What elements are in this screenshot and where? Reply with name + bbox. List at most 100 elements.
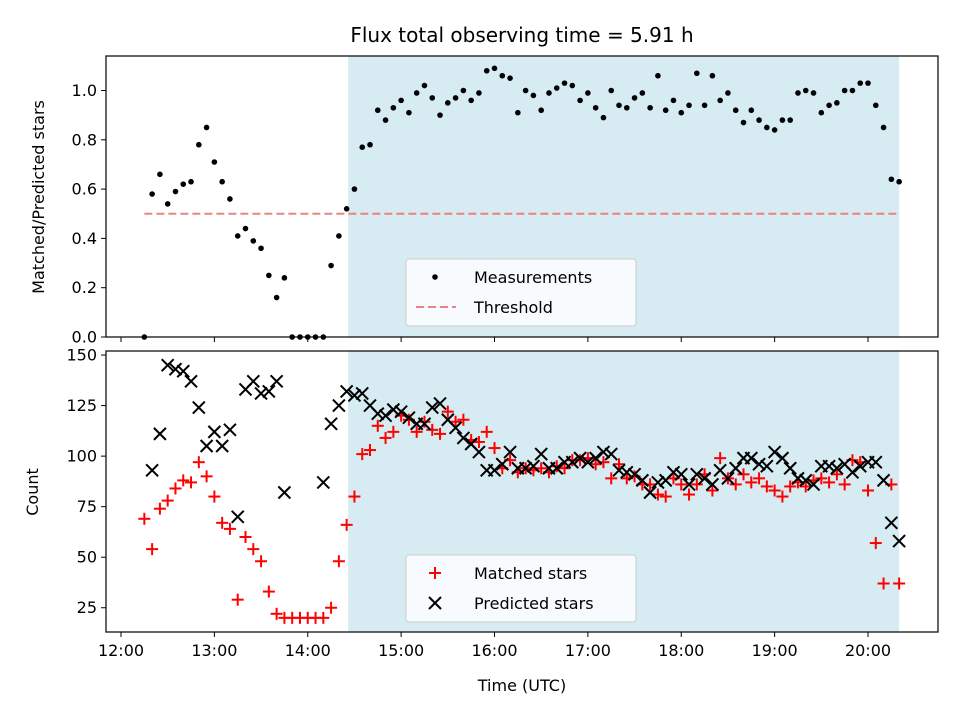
predicted-star-point bbox=[145, 463, 159, 477]
matched-star-point bbox=[138, 512, 151, 525]
predicted-star-point bbox=[332, 398, 346, 413]
predicted-star-point bbox=[705, 477, 720, 492]
legend-matched-marker bbox=[429, 567, 441, 579]
matched-star-point bbox=[605, 472, 618, 485]
measurement-point bbox=[367, 141, 373, 148]
measurement-point bbox=[445, 100, 451, 106]
predicted-star-point bbox=[643, 485, 657, 500]
bottom-plot-frame bbox=[105, 350, 939, 633]
matched-star-point bbox=[558, 462, 571, 475]
measurement-point bbox=[390, 104, 397, 111]
measurement-point bbox=[717, 97, 723, 104]
measurement-point bbox=[483, 67, 490, 74]
matched-star-point bbox=[613, 458, 625, 471]
predicted-star-point bbox=[176, 364, 190, 378]
measurement-point bbox=[413, 90, 420, 96]
predicted-star-point bbox=[184, 374, 198, 389]
measurement-point bbox=[406, 109, 412, 116]
measurement-point bbox=[678, 109, 685, 116]
matched-star-point bbox=[877, 577, 890, 590]
predicted-star-point bbox=[168, 362, 183, 376]
measurement-point bbox=[865, 80, 871, 86]
measurement-point bbox=[655, 72, 661, 79]
matched-star-point bbox=[441, 405, 454, 418]
y-tick-label: 0.8 bbox=[72, 130, 97, 149]
matched-star-point bbox=[192, 456, 205, 469]
predicted-star-point bbox=[674, 467, 688, 482]
measurement-point bbox=[359, 144, 366, 151]
matched-star-point bbox=[185, 476, 198, 489]
x-tick-label: 13:00 bbox=[191, 641, 237, 660]
matched-star-point bbox=[737, 468, 750, 481]
predicted-star-point bbox=[767, 445, 782, 459]
predicted-star-point bbox=[869, 455, 883, 469]
measurement-point bbox=[896, 178, 902, 185]
measurement-point bbox=[631, 95, 638, 101]
y-tick-label: 0.4 bbox=[72, 229, 97, 248]
matched-star-point bbox=[177, 474, 190, 487]
measurement-point bbox=[732, 107, 739, 114]
matched-star-point bbox=[410, 425, 423, 438]
measurement-point bbox=[429, 95, 436, 101]
matched-star-point bbox=[838, 478, 851, 491]
matched-star-point bbox=[651, 488, 664, 501]
measurement-point bbox=[740, 119, 747, 126]
measurement-point bbox=[211, 159, 218, 165]
measurement-point bbox=[437, 112, 443, 118]
x-tick-label: 12:00 bbox=[98, 641, 144, 660]
measurement-point bbox=[857, 80, 864, 86]
legend-threshold-label: Threshold bbox=[473, 298, 553, 317]
predicted-star-point bbox=[806, 477, 821, 492]
measurement-point bbox=[242, 225, 249, 232]
y-tick-label: 150 bbox=[66, 346, 97, 365]
measurement-point bbox=[662, 107, 669, 114]
measurement-point bbox=[203, 124, 210, 131]
predicted-star-point bbox=[682, 477, 696, 492]
predicted-star-point bbox=[822, 459, 836, 473]
measurement-point bbox=[546, 90, 552, 96]
predicted-star-point bbox=[153, 427, 167, 441]
predicted-star-point bbox=[246, 374, 260, 389]
y-tick-label: 1.0 bbox=[72, 81, 97, 100]
matched-star-point bbox=[745, 476, 758, 489]
measurement-point bbox=[771, 127, 778, 133]
matched-star-point bbox=[823, 476, 836, 489]
matched-star-point bbox=[387, 425, 400, 438]
measurement-point bbox=[398, 97, 404, 104]
matched-star-point bbox=[683, 488, 696, 501]
predicted-star-point bbox=[845, 465, 860, 480]
y-tick-label: 0.0 bbox=[72, 328, 97, 347]
predicted-star-point bbox=[269, 374, 284, 389]
measurement-point bbox=[810, 90, 817, 96]
measurement-point bbox=[600, 114, 607, 121]
measurement-point bbox=[826, 102, 832, 109]
matched-star-point bbox=[418, 415, 431, 428]
matched-star-point bbox=[231, 593, 244, 606]
measurement-point bbox=[328, 262, 334, 269]
measurement-point bbox=[802, 87, 809, 94]
predicted-star-point bbox=[612, 463, 626, 477]
matched-star-point bbox=[208, 490, 221, 503]
measurement-point bbox=[880, 124, 887, 131]
predicted-star-point bbox=[402, 411, 416, 425]
measurement-point bbox=[561, 80, 568, 86]
predicted-star-point bbox=[573, 451, 587, 465]
measurement-point bbox=[756, 117, 762, 123]
measurement-point bbox=[476, 90, 482, 96]
predicted-star-point bbox=[744, 451, 758, 465]
measurement-point bbox=[421, 82, 428, 89]
legend-predicted-marker bbox=[428, 596, 442, 610]
predicted-star-point bbox=[223, 423, 237, 437]
measurement-point bbox=[336, 233, 342, 239]
predicted-star-point bbox=[853, 459, 867, 473]
measurement-point bbox=[608, 87, 615, 94]
matched-star-point bbox=[535, 462, 548, 475]
measurement-point bbox=[343, 206, 350, 212]
measurement-point bbox=[530, 92, 537, 99]
x-tick-label: 15:00 bbox=[378, 641, 424, 660]
matched-star-point bbox=[869, 537, 882, 550]
measurement-point bbox=[872, 102, 879, 109]
measurement-point bbox=[888, 176, 895, 183]
predicted-star-point bbox=[721, 471, 735, 486]
y-tick-label: 100 bbox=[66, 447, 97, 466]
